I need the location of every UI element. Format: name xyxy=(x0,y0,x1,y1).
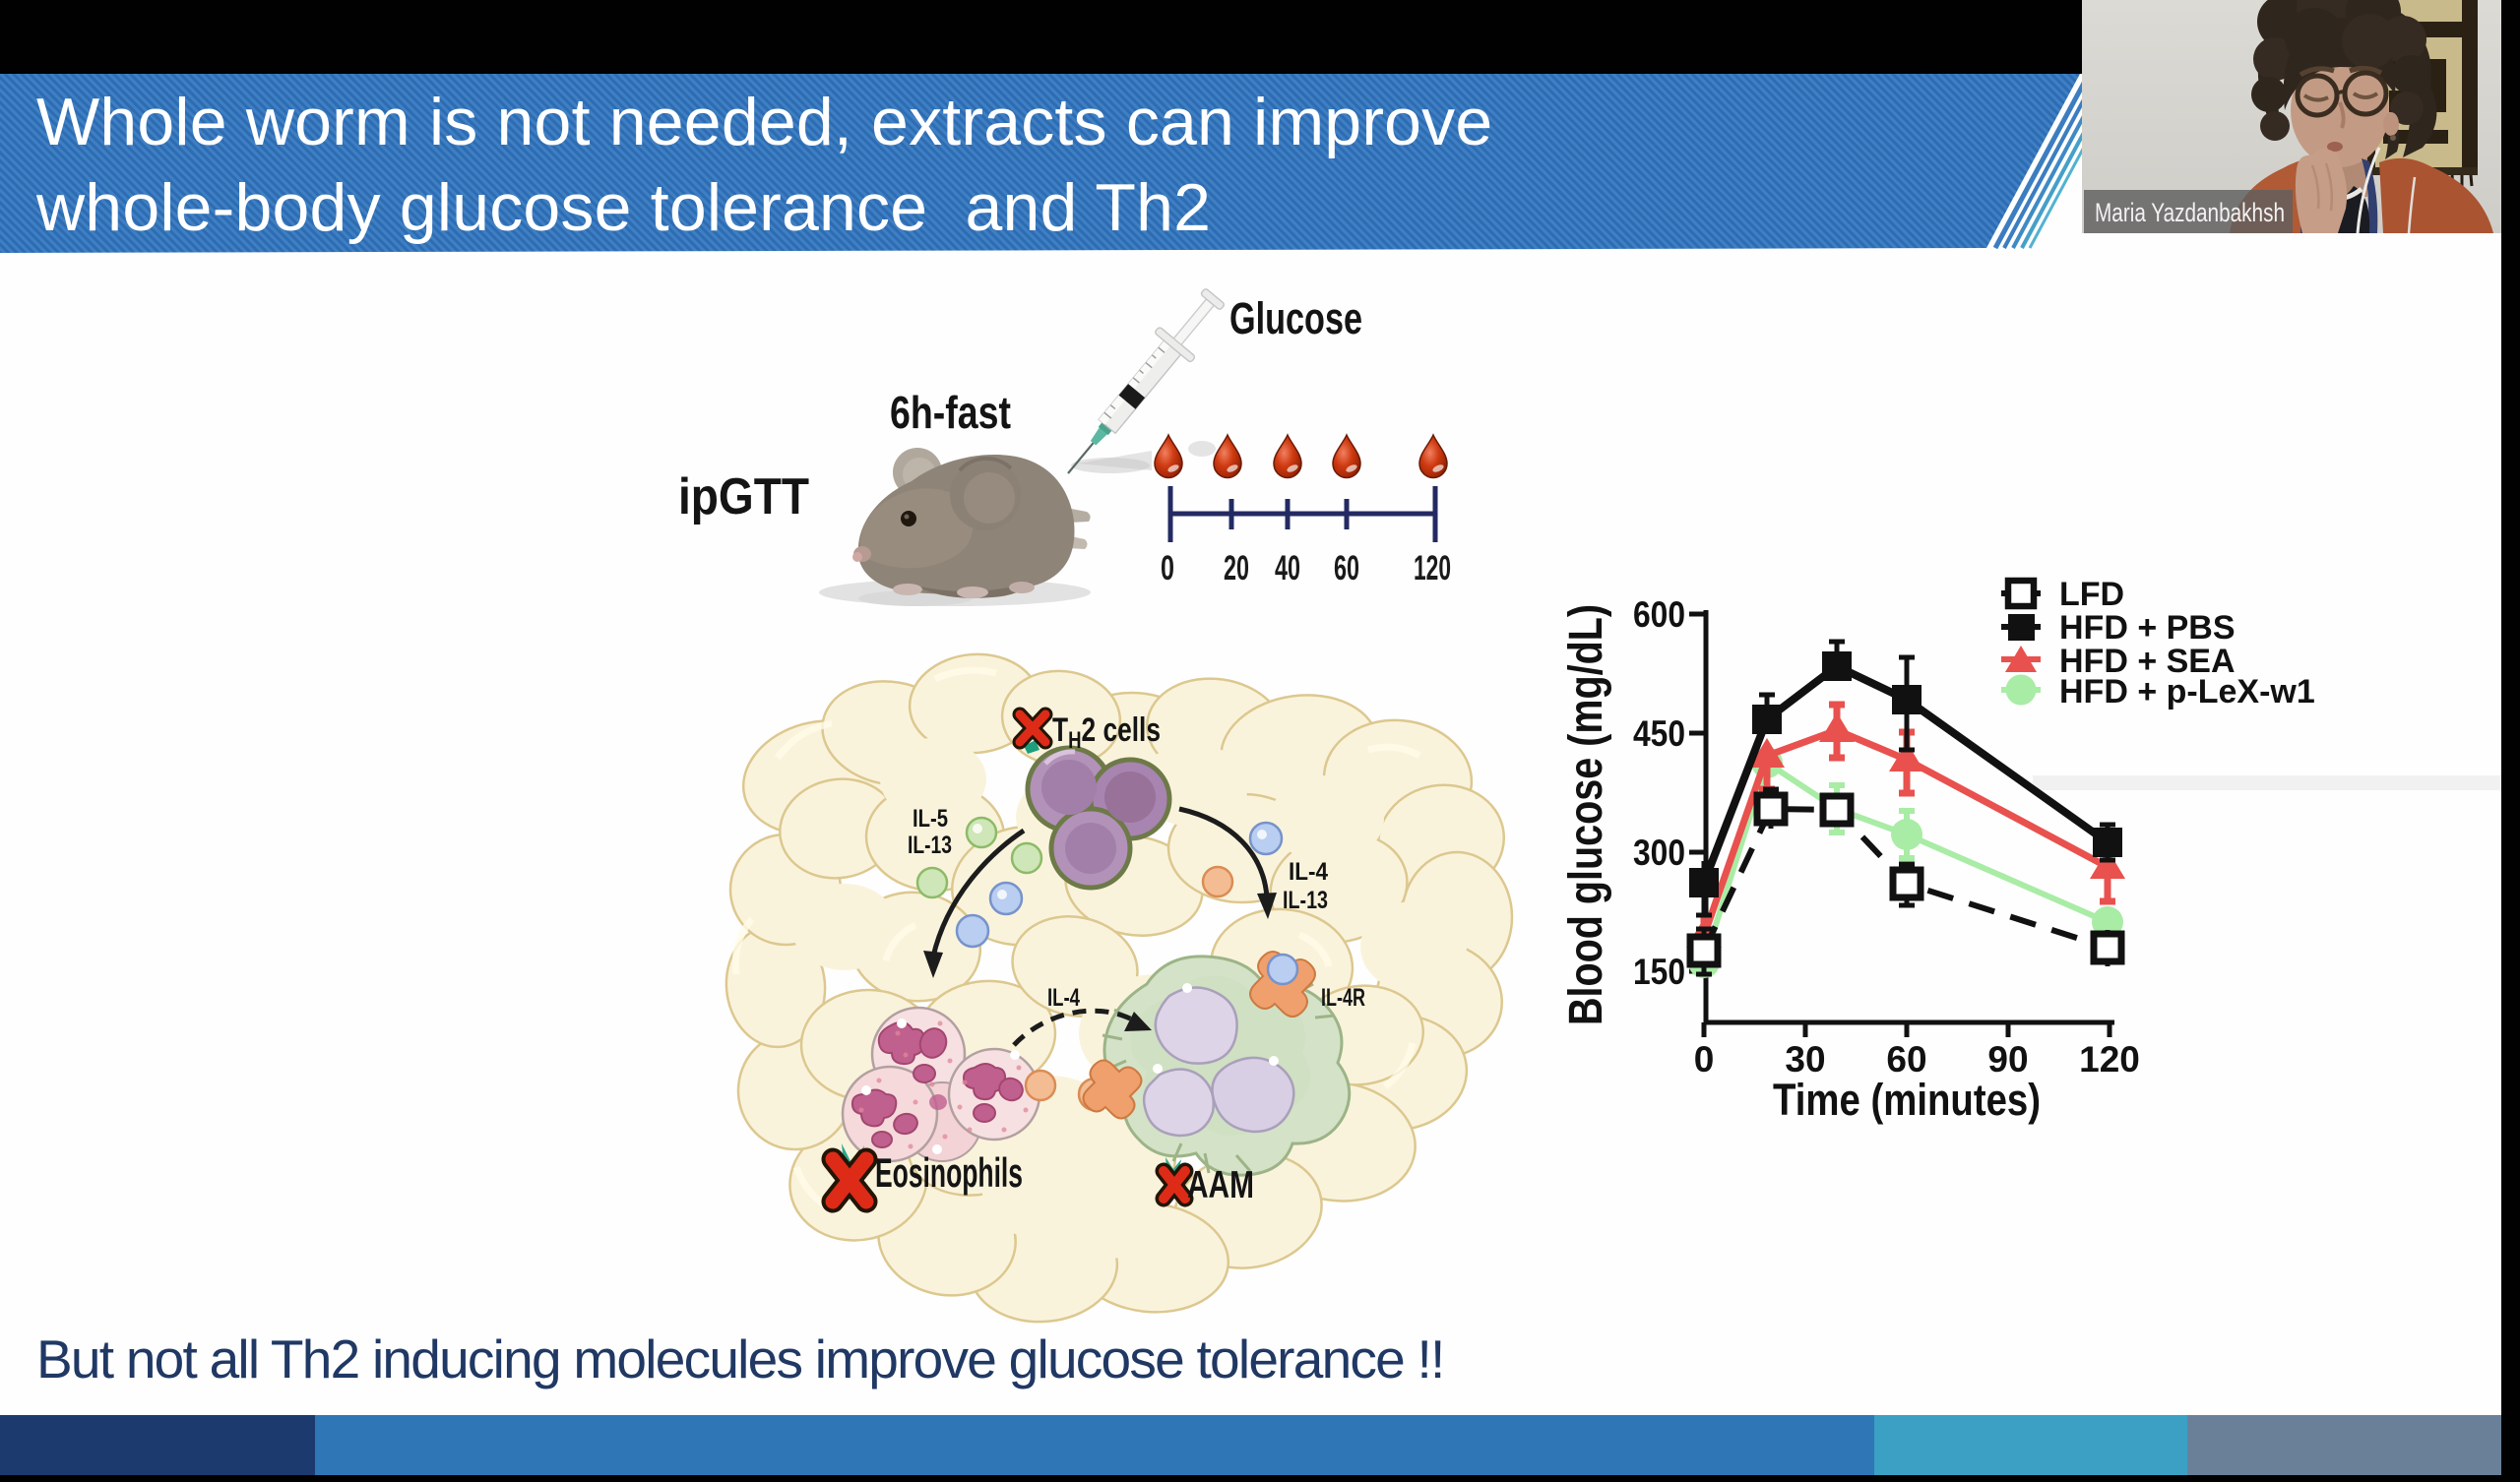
svg-text:6h-fast: 6h-fast xyxy=(890,387,1011,438)
svg-text:150: 150 xyxy=(1633,952,1685,992)
svg-text:LFD: LFD xyxy=(2059,576,2124,613)
svg-text:120: 120 xyxy=(1414,549,1451,587)
svg-text:IL-5: IL-5 xyxy=(913,805,948,833)
svg-text:IL-4: IL-4 xyxy=(1289,858,1328,886)
svg-text:Maria Yazdanbakhsh: Maria Yazdanbakhsh xyxy=(2095,198,2285,227)
svg-text:Glucose: Glucose xyxy=(1229,293,1362,343)
svg-text:Eosinophils: Eosinophils xyxy=(875,1149,1023,1196)
svg-text:IL-13: IL-13 xyxy=(1283,887,1328,914)
svg-text:90: 90 xyxy=(1987,1039,2028,1080)
svg-text:HFD + SEA: HFD + SEA xyxy=(2059,643,2236,680)
svg-text:40: 40 xyxy=(1275,549,1300,587)
svg-text:30: 30 xyxy=(1785,1039,1825,1080)
svg-text:450: 450 xyxy=(1633,713,1685,754)
svg-text:120: 120 xyxy=(2079,1039,2140,1080)
svg-text:Time (minutes): Time (minutes) xyxy=(1773,1075,2041,1125)
svg-text:IL-13: IL-13 xyxy=(908,832,952,859)
svg-text:HFD + p-LeX-w1: HFD + p-LeX-w1 xyxy=(2059,673,2315,710)
svg-text:AAM: AAM xyxy=(1187,1164,1254,1206)
svg-text:IL-4: IL-4 xyxy=(1047,984,1080,1012)
svg-text:IL-4R: IL-4R xyxy=(1321,984,1365,1012)
svg-text:0: 0 xyxy=(1161,549,1174,587)
svg-text:Blood glucose (mg/dL): Blood glucose (mg/dL) xyxy=(1560,604,1612,1025)
svg-text:TH2 cells: TH2 cells xyxy=(1052,711,1161,754)
svg-text:60: 60 xyxy=(1886,1039,1926,1080)
svg-text:60: 60 xyxy=(1334,549,1359,587)
svg-text:ipGTT: ipGTT xyxy=(678,468,809,525)
svg-text:300: 300 xyxy=(1633,833,1685,873)
svg-text:600: 600 xyxy=(1633,594,1685,635)
svg-text:0: 0 xyxy=(1694,1039,1715,1080)
svg-text:20: 20 xyxy=(1224,549,1249,587)
svg-text:HFD + PBS: HFD + PBS xyxy=(2059,609,2236,647)
